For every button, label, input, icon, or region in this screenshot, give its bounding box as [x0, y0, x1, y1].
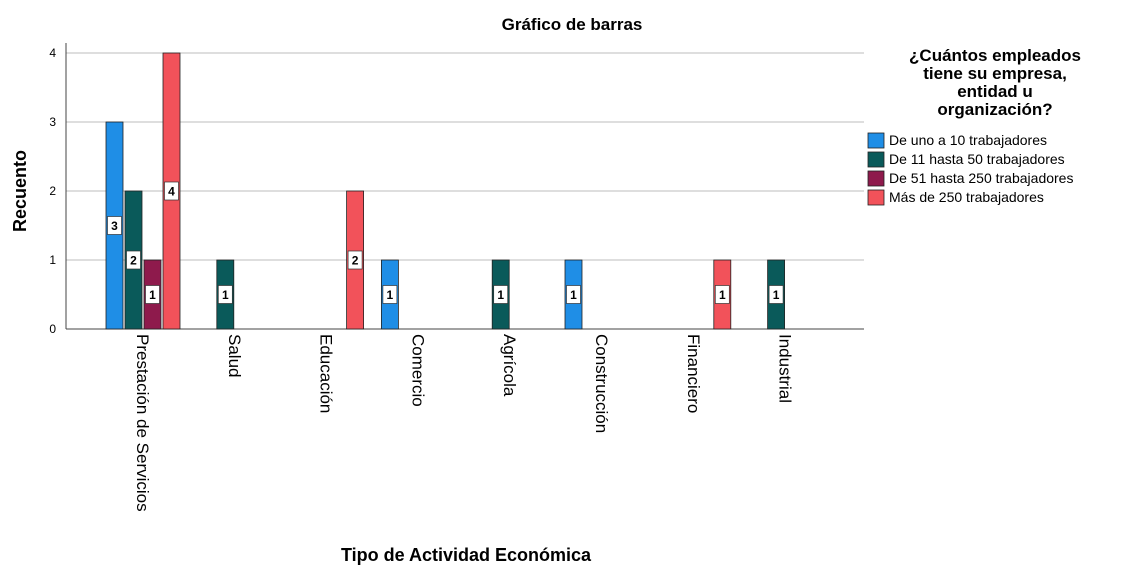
data-label-box [382, 285, 398, 304]
data-label-box [768, 285, 784, 304]
data-label: 1 [719, 288, 726, 302]
data-label: 4 [168, 185, 175, 199]
data-label: 1 [570, 288, 577, 302]
legend-swatch [867, 151, 885, 168]
data-label-box [714, 285, 730, 304]
legend-title: entidad u [957, 82, 1033, 101]
data-label: 1 [387, 288, 394, 302]
x-tick-label: Construcción [592, 334, 611, 433]
y-tick-label: 3 [49, 115, 56, 129]
legend-swatch [867, 170, 885, 187]
x-tick-label: Agrícola [500, 334, 519, 397]
data-label: 2 [130, 254, 137, 268]
data-label-box [126, 250, 141, 270]
y-tick-label: 4 [49, 46, 56, 60]
chart-title: Gráfico de barras [502, 15, 643, 34]
legend-title: tiene su empresa, [923, 64, 1067, 83]
x-tick-label: Financiero [684, 334, 703, 413]
x-axis-title: Tipo de Actividad Económica [341, 545, 592, 565]
data-label: 1 [222, 288, 229, 302]
legend-swatch [867, 189, 885, 206]
data-label-box [493, 285, 509, 304]
legend-label: De 51 hasta 250 trabajadores [889, 170, 1073, 186]
x-tick-label: Comercio [408, 334, 427, 407]
legend-label: Más de 250 trabajadores [889, 189, 1044, 205]
data-label: 1 [497, 288, 504, 302]
x-tick-label: Salud [225, 334, 244, 377]
y-tick-label: 1 [49, 253, 56, 267]
legend-label: De 11 hasta 50 trabajadores [889, 151, 1065, 167]
data-label: 1 [149, 288, 156, 302]
plot-area: 0 1 2 3 4 3 2 1 4 Prestación de Servicios 1 Salud 2 E… [49, 43, 864, 512]
data-label: 1 [773, 288, 780, 302]
data-label: 2 [352, 254, 359, 268]
data-label-box [107, 216, 122, 235]
data-label-box [217, 285, 233, 304]
data-label-box [164, 181, 179, 201]
x-tick-label: Industrial [776, 334, 795, 403]
x-tick-label: Prestación de Servicios [133, 334, 152, 512]
x-tick-label: Educación [317, 334, 336, 413]
legend-label: De uno a 10 trabajadores [889, 132, 1047, 148]
data-label-box [145, 285, 160, 304]
data-label-box [347, 250, 363, 270]
y-tick-label: 2 [49, 184, 56, 198]
data-label-box [566, 285, 581, 304]
legend-swatch [867, 132, 885, 149]
y-tick-label: 0 [49, 322, 56, 336]
legend-title: ¿Cuántos empleados [909, 46, 1081, 65]
data-label: 3 [111, 219, 118, 233]
y-axis-title: Recuento [10, 150, 30, 232]
legend-title: organización? [937, 100, 1052, 119]
